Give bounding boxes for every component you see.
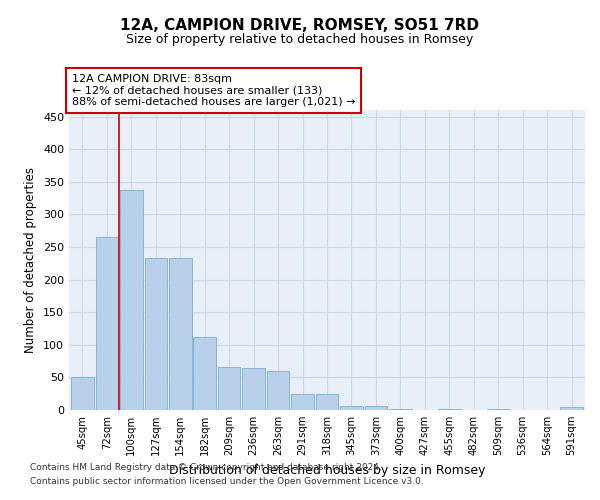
Bar	[145, 258, 167, 410]
Bar	[340, 406, 363, 410]
Text: Contains public sector information licensed under the Open Government Licence v3: Contains public sector information licen…	[30, 477, 424, 486]
Bar	[193, 337, 216, 410]
Bar	[218, 367, 241, 410]
Text: 12A, CAMPION DRIVE, ROMSEY, SO51 7RD: 12A, CAMPION DRIVE, ROMSEY, SO51 7RD	[121, 18, 479, 32]
Bar	[95, 237, 118, 410]
Bar	[242, 368, 265, 410]
Bar	[71, 378, 94, 410]
X-axis label: Distribution of detached houses by size in Romsey: Distribution of detached houses by size …	[169, 464, 485, 476]
Bar	[267, 371, 289, 410]
Bar	[291, 394, 314, 410]
Y-axis label: Number of detached properties: Number of detached properties	[25, 167, 37, 353]
Text: Size of property relative to detached houses in Romsey: Size of property relative to detached ho…	[127, 32, 473, 46]
Bar	[365, 406, 387, 410]
Text: Contains HM Land Registry data © Crown copyright and database right 2024.: Contains HM Land Registry data © Crown c…	[30, 464, 382, 472]
Bar	[169, 258, 191, 410]
Bar	[316, 394, 338, 410]
Bar	[120, 190, 143, 410]
Text: 12A CAMPION DRIVE: 83sqm
← 12% of detached houses are smaller (133)
88% of semi-: 12A CAMPION DRIVE: 83sqm ← 12% of detach…	[71, 74, 355, 107]
Bar	[560, 408, 583, 410]
